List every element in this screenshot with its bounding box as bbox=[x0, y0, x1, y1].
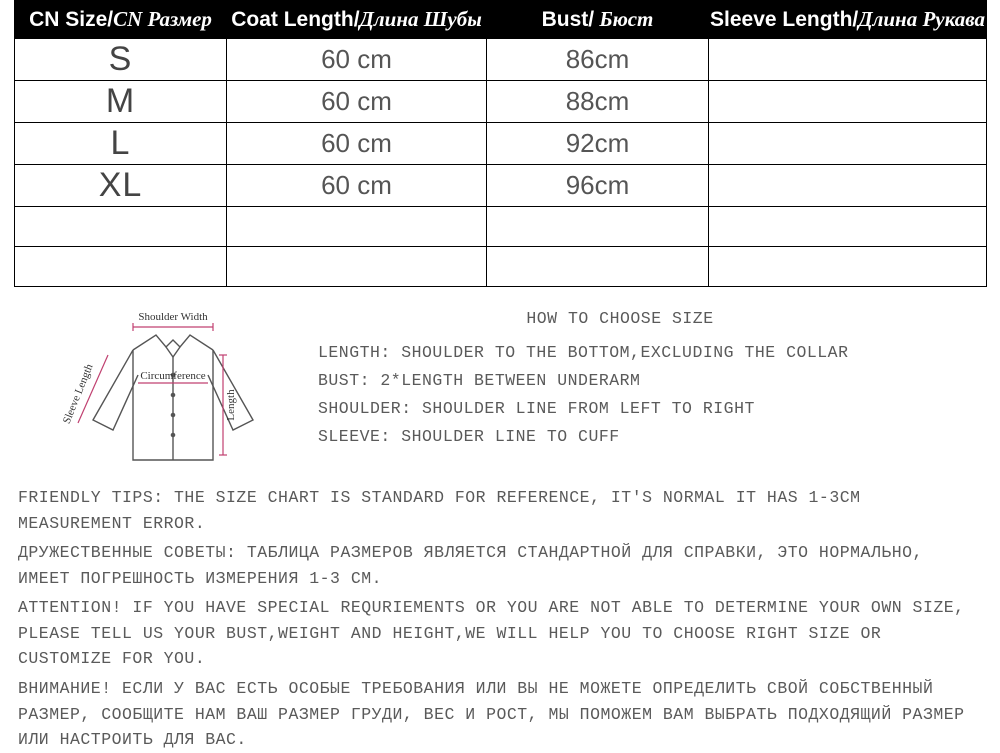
howto-line: SLEEVE: SHOULDER LINE TO CUFF bbox=[318, 423, 982, 451]
cell-size: S bbox=[15, 39, 227, 81]
cell-coat-length: 60 cm bbox=[227, 165, 487, 207]
table-row: XL 60 cm 96cm bbox=[15, 165, 987, 207]
header-alt: Бюст bbox=[594, 7, 653, 31]
header-en: CN Size bbox=[29, 8, 107, 31]
header-en: Bust bbox=[542, 8, 589, 31]
cell-bust: 88cm bbox=[487, 81, 709, 123]
howto-line: SHOULDER: SHOULDER LINE FROM LEFT TO RIG… bbox=[318, 395, 982, 423]
table-row bbox=[15, 247, 987, 287]
header-alt: Длина Рукава bbox=[858, 7, 985, 31]
table-row: S 60 cm 86cm bbox=[15, 39, 987, 81]
cell-size bbox=[15, 247, 227, 287]
cell-coat-length: 60 cm bbox=[227, 39, 487, 81]
howto-line: LENGTH: SHOULDER TO THE BOTTOM,EXCLUDING… bbox=[318, 339, 982, 367]
cell-coat-length: 60 cm bbox=[227, 81, 487, 123]
table-row bbox=[15, 207, 987, 247]
label-shoulder-width: Shoulder Width bbox=[138, 311, 208, 323]
cell-size: XL bbox=[15, 165, 227, 207]
label-circumference: Circumference bbox=[140, 370, 205, 382]
cell-sleeve bbox=[709, 247, 987, 287]
header-alt: CN Размер bbox=[113, 7, 212, 31]
header-en: Coat Length bbox=[231, 8, 353, 31]
cell-bust: 86cm bbox=[487, 39, 709, 81]
tips-paragraph: ВНИМАНИЕ! ЕСЛИ У ВАС ЕСТЬ ОСОБЫЕ ТРЕБОВА… bbox=[18, 676, 982, 753]
table-body: S 60 cm 86cm M 60 cm 88cm L 60 cm 92cm X… bbox=[15, 39, 987, 287]
header-cn-size: CN Size/CN Размер bbox=[15, 1, 227, 39]
cell-sleeve bbox=[709, 165, 987, 207]
cell-sleeve bbox=[709, 81, 987, 123]
tips-paragraph: ДРУЖЕСТВЕННЫЕ СОВЕТЫ: ТАБЛИЦА РАЗМЕРОВ Я… bbox=[18, 540, 982, 591]
header-sleeve-length: Sleeve Length/Длина Рукава bbox=[709, 1, 987, 39]
cell-coat-length bbox=[227, 247, 487, 287]
cell-bust: 92cm bbox=[487, 123, 709, 165]
cell-size: M bbox=[15, 81, 227, 123]
tips-paragraph: ATTENTION! IF YOU HAVE SPECIAL REQURIEME… bbox=[18, 595, 982, 672]
header-coat-length: Coat Length/Длина Шубы bbox=[227, 1, 487, 39]
header-en: Sleeve Length bbox=[710, 8, 852, 31]
header-alt: Длина Шубы bbox=[360, 7, 482, 31]
howto-title: HOW TO CHOOSE SIZE bbox=[258, 305, 982, 333]
cell-bust: 96cm bbox=[487, 165, 709, 207]
friendly-tips: FRIENDLY TIPS: THE SIZE CHART IS STANDAR… bbox=[14, 485, 986, 753]
table-row: M 60 cm 88cm bbox=[15, 81, 987, 123]
size-chart-table: CN Size/CN Размер Coat Length/Длина Шубы… bbox=[14, 0, 987, 287]
header-bust: Bust/ Бюст bbox=[487, 1, 709, 39]
cell-sleeve bbox=[709, 207, 987, 247]
howto-line: BUST: 2*LENGTH BETWEEN UNDERARM bbox=[318, 367, 982, 395]
cell-coat-length bbox=[227, 207, 487, 247]
cell-sleeve bbox=[709, 123, 987, 165]
cell-size bbox=[15, 207, 227, 247]
cell-bust bbox=[487, 247, 709, 287]
table-header-row: CN Size/CN Размер Coat Length/Длина Шубы… bbox=[15, 1, 987, 39]
label-length: Length bbox=[225, 389, 237, 421]
table-row: L 60 cm 92cm bbox=[15, 123, 987, 165]
how-to-choose-size: HOW TO CHOOSE SIZE LENGTH: SHOULDER TO T… bbox=[318, 305, 982, 475]
cell-coat-length: 60 cm bbox=[227, 123, 487, 165]
cell-bust bbox=[487, 207, 709, 247]
cell-sleeve bbox=[709, 39, 987, 81]
tips-paragraph: FRIENDLY TIPS: THE SIZE CHART IS STANDAR… bbox=[18, 485, 982, 536]
cell-size: L bbox=[15, 123, 227, 165]
